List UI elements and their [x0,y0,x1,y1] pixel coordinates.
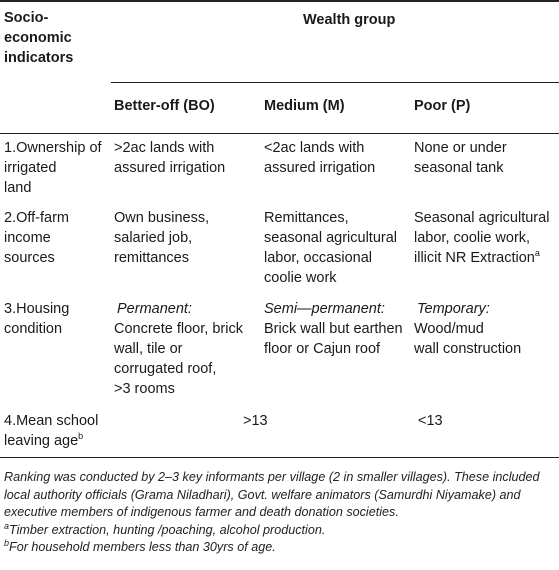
top-rule [0,0,559,2]
row-1-indicator: 1.Ownership of irrigated land [4,140,102,196]
column-better-off: Better-off (BO) [114,98,215,114]
row-2-poor: Seasonal agricultural labor, coolie work,… [414,210,550,266]
note-main: Ranking was conducted by 2–3 key informa… [4,470,540,519]
header-bottom-rule [0,133,559,134]
wealth-group-header: Wealth group [303,12,396,28]
row-2-better-off: Own business, salaried job, remittances [114,210,210,266]
row-4-indicator: 4.Mean school leaving ageb [4,413,99,449]
indicator-header: Socio- economic indicators [4,10,74,66]
table-notes: Ranking was conducted by 2–3 key informa… [4,469,556,557]
row-3-indicator: 3.Housing condition [4,301,70,337]
column-poor: Poor (P) [414,98,471,114]
row-3-poor: Temporary: Wood/mud wall construction [414,301,522,357]
row-1-medium: <2ac lands with assured irrigation [264,140,376,176]
footnote-b-mark: b [78,431,84,442]
row-3-better-off: Permanent: Concrete floor, brick wall, ti… [114,301,243,397]
table-bottom-rule [0,457,559,458]
row-1-better-off: >2ac lands with assured irrigation [114,140,226,176]
row-2-indicator: 2.Off-farm income sources [4,210,69,266]
row-4-poor: <13 [418,413,443,429]
note-a: aTimber extraction, hunting /poaching, a… [4,520,326,537]
note-b: bFor household members less than 30yrs o… [4,537,276,554]
row-2-medium: Remittances, seasonal agricultural labor, … [264,210,397,286]
header-group-rule [111,82,559,83]
footnote-a-mark: a [534,248,540,259]
row-3-medium: Semi—permanent: Brick wall but earthen fl… [264,301,403,357]
row-4-better-off-medium: >13 [243,413,268,429]
row-1-poor: None or under seasonal tank [414,140,507,176]
column-medium: Medium (M) [264,98,345,114]
